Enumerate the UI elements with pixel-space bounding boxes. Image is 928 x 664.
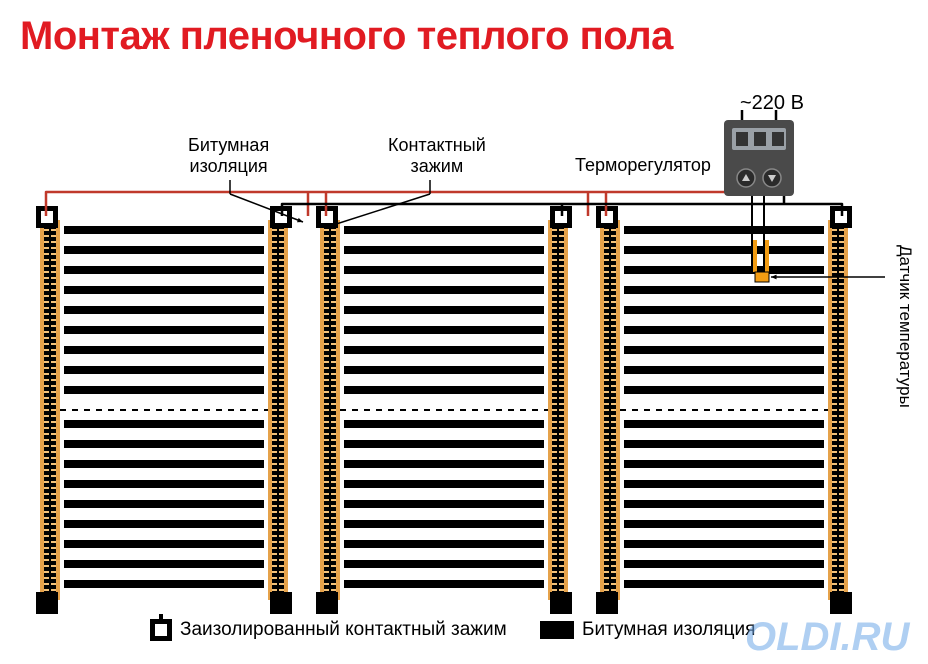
legend-bitumen-text: Битумная изоляция bbox=[582, 619, 755, 641]
clamp-icon bbox=[150, 619, 172, 641]
legend-insulated-clamp: Заизолированный контактный зажим bbox=[150, 619, 507, 641]
legend-bitumen: Битумная изоляция bbox=[540, 619, 755, 641]
watermark: OLDI.RU bbox=[745, 615, 909, 660]
wiring-diagram bbox=[0, 0, 928, 664]
legend-insulated-clamp-text: Заизолированный контактный зажим bbox=[180, 619, 507, 641]
bitumen-icon bbox=[540, 621, 574, 639]
